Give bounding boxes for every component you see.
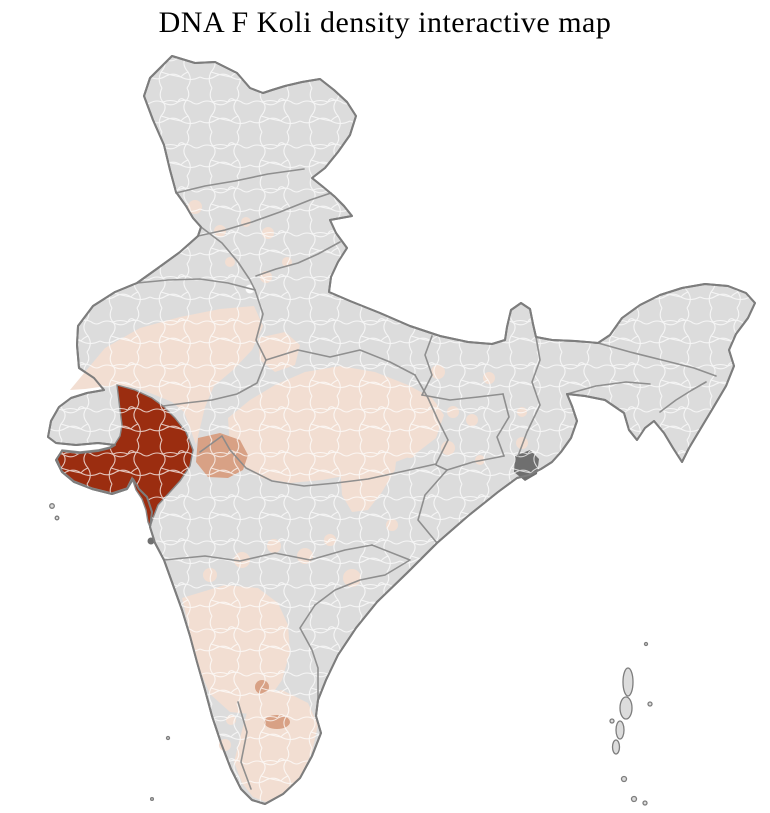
border-mp-maharashtra bbox=[199, 435, 437, 487]
border-assam-nagaland bbox=[659, 381, 707, 413]
border-hp-south bbox=[197, 192, 332, 237]
diu-islet bbox=[54, 515, 60, 521]
andaman-south bbox=[615, 720, 625, 740]
nicobar-dot bbox=[630, 795, 638, 803]
border-kerala-tn bbox=[237, 701, 252, 790]
border-wb-west bbox=[517, 336, 541, 457]
andaman-middle bbox=[619, 696, 633, 720]
border-maharashtra-south bbox=[163, 544, 373, 562]
border-up-mp bbox=[265, 349, 416, 376]
border-karnataka-ap bbox=[299, 604, 319, 701]
border-jharkhand-wb bbox=[496, 393, 510, 457]
border-odisha-north bbox=[435, 455, 505, 471]
state-borders bbox=[136, 168, 717, 790]
region-mumbai-city[interactable] bbox=[147, 537, 155, 545]
border-up-bihar bbox=[421, 335, 433, 396]
diu-islet bbox=[49, 503, 55, 509]
border-rajasthan-east bbox=[162, 289, 267, 407]
andaman-nicobar-islands[interactable] bbox=[49, 503, 653, 806]
border-assam-arunachal bbox=[597, 342, 717, 377]
border-odisha-andhra bbox=[417, 469, 448, 544]
border-assam-meghalaya bbox=[566, 381, 651, 395]
island-dot bbox=[643, 641, 649, 647]
district-boundaries-mesh bbox=[48, 56, 755, 804]
border-punjab-haryana bbox=[200, 226, 256, 291]
border-bihar-jharkhand bbox=[421, 393, 504, 401]
border-jk-south bbox=[175, 168, 305, 194]
coastline bbox=[47, 55, 756, 805]
border-mp-chhattisgarh bbox=[414, 374, 449, 465]
little-andaman bbox=[611, 739, 621, 755]
andaman-north bbox=[622, 667, 634, 697]
border-haryana-rajasthan bbox=[136, 278, 256, 291]
page-title: DNA F Koli density interactive map bbox=[158, 6, 612, 39]
island-dot bbox=[609, 718, 615, 724]
nicobar-dot bbox=[642, 800, 648, 806]
lakshadweep-dot bbox=[165, 735, 171, 741]
island-dot bbox=[647, 701, 653, 707]
border-telangana-andhra bbox=[314, 544, 411, 606]
islet-dot bbox=[149, 796, 155, 802]
nicobar-dot bbox=[620, 775, 628, 783]
border-uttarakhand-up bbox=[255, 241, 341, 277]
